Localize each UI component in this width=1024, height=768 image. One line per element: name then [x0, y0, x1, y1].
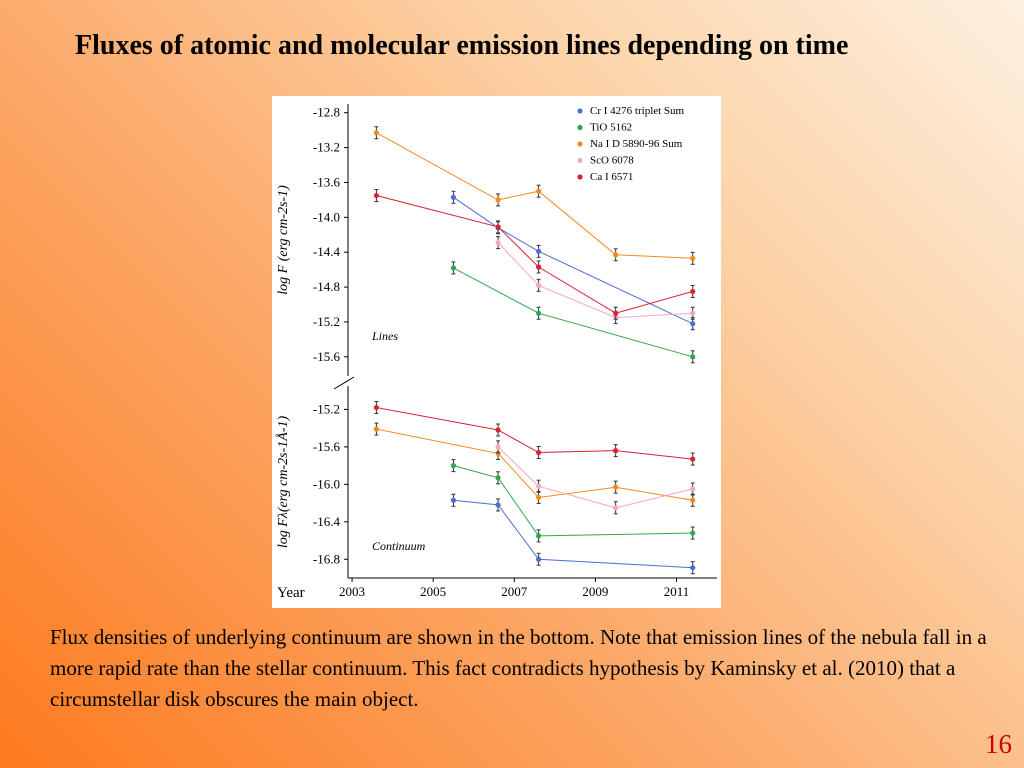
series-line-1-3 — [376, 132, 693, 259]
data-point — [690, 497, 696, 503]
y-tick-label: -16.0 — [313, 476, 340, 491]
data-point — [690, 288, 696, 295]
y-tick-label: -13.2 — [313, 140, 340, 155]
legend-entry: ScO 6078 — [590, 155, 634, 167]
panel-label-1: Lines — [371, 329, 398, 343]
slide-title: Fluxes of atomic and molecular emission … — [75, 30, 849, 61]
legend-entry: Ca I 6571 — [590, 171, 633, 183]
data-point — [450, 497, 457, 503]
x-tick-label: 2009 — [582, 584, 608, 599]
data-point — [373, 426, 379, 432]
legend-marker — [577, 108, 583, 114]
legend-entry: Na I D 5890-96 Sum — [590, 138, 683, 150]
y-tick-label: -15.2 — [313, 314, 340, 329]
data-point — [613, 505, 619, 511]
data-point — [536, 188, 542, 194]
legend-marker — [577, 157, 583, 164]
data-point — [495, 197, 501, 203]
data-point — [690, 565, 696, 571]
data-point — [536, 264, 542, 270]
data-point — [495, 502, 501, 508]
legend-entry: TiO 5162 — [590, 122, 632, 134]
series-line-1-2 — [453, 267, 693, 358]
data-point — [450, 463, 457, 469]
x-tick-label: 2005 — [420, 584, 446, 599]
y-axis-label-1: log F (erg cm-2s-1) — [276, 185, 291, 295]
data-point — [690, 486, 696, 492]
x-tick-label: 2011 — [664, 584, 690, 599]
flux-chart: -12.8 -13.2 -13.6 -14.0 -14.4 -14.8 -15.2 -15.6… — [272, 96, 721, 608]
caption-text: Flux densities of underlying continuum a… — [50, 625, 987, 711]
legend-marker — [577, 124, 583, 131]
y-tick-label: -15.2 — [313, 401, 340, 416]
y-tick-label: -13.6 — [313, 174, 341, 189]
series-line-1-5 — [376, 195, 693, 314]
y-axis-label-2: log Fλ(erg cm-2s-1Å-1) — [275, 416, 291, 549]
chart-svg: -12.8 -13.2 -13.6 -14.0 -14.4 -14.8 -15.2 -15.6… — [275, 104, 717, 601]
data-point — [690, 354, 696, 360]
series-line-2-3 — [376, 428, 693, 501]
data-point — [690, 530, 696, 536]
data-point — [613, 252, 619, 258]
x-axis-label: Year — [277, 585, 305, 601]
y-tick-label: -15.6 — [313, 349, 341, 364]
series-line-1-4 — [497, 242, 693, 319]
x-tick-label: 2007 — [501, 584, 528, 599]
series-line-2-2 — [453, 465, 693, 537]
series-line-1-1 — [453, 196, 693, 325]
x-tick-label: 2003 — [339, 584, 365, 599]
data-point — [495, 224, 501, 230]
data-point — [613, 484, 619, 490]
data-point — [495, 450, 501, 457]
data-point — [450, 194, 457, 200]
data-point — [450, 265, 457, 271]
data-point — [373, 130, 379, 136]
data-point — [495, 475, 501, 481]
data-point — [536, 494, 542, 501]
data-point — [536, 248, 542, 254]
y-tick-label: -12.8 — [313, 105, 340, 120]
data-point — [536, 310, 542, 316]
legend-entry: Cr I 4276 triplet Sum — [590, 105, 685, 117]
panel-label-2: Continuum — [372, 539, 426, 553]
data-point — [690, 310, 696, 316]
data-point — [536, 449, 542, 456]
data-point — [613, 310, 619, 316]
data-point — [373, 192, 379, 199]
legend-marker — [577, 174, 583, 180]
page-number: 16 — [985, 729, 1012, 759]
data-point — [690, 321, 696, 327]
y-tick-label: -14.4 — [313, 244, 341, 259]
data-point — [495, 444, 501, 450]
data-point — [690, 255, 696, 261]
data-point — [690, 456, 696, 462]
y-tick-label: -14.8 — [313, 279, 340, 294]
y-tick-label: -16.8 — [313, 551, 340, 566]
y-tick-label: -16.4 — [313, 514, 341, 529]
data-point — [495, 240, 501, 246]
data-point — [536, 282, 542, 288]
data-point — [536, 556, 542, 562]
data-point — [536, 483, 542, 489]
series-line-2-5 — [376, 407, 693, 460]
data-point — [613, 448, 619, 454]
data-point — [373, 404, 379, 411]
data-point — [536, 533, 542, 539]
y-tick-label: -15.6 — [313, 439, 341, 454]
y-tick-label: -14.0 — [313, 209, 340, 224]
series-line-2-4 — [497, 446, 693, 509]
data-point — [495, 427, 501, 433]
series-line-2-1 — [453, 499, 693, 569]
legend-marker — [577, 141, 583, 147]
axis-break-mark — [333, 376, 355, 390]
